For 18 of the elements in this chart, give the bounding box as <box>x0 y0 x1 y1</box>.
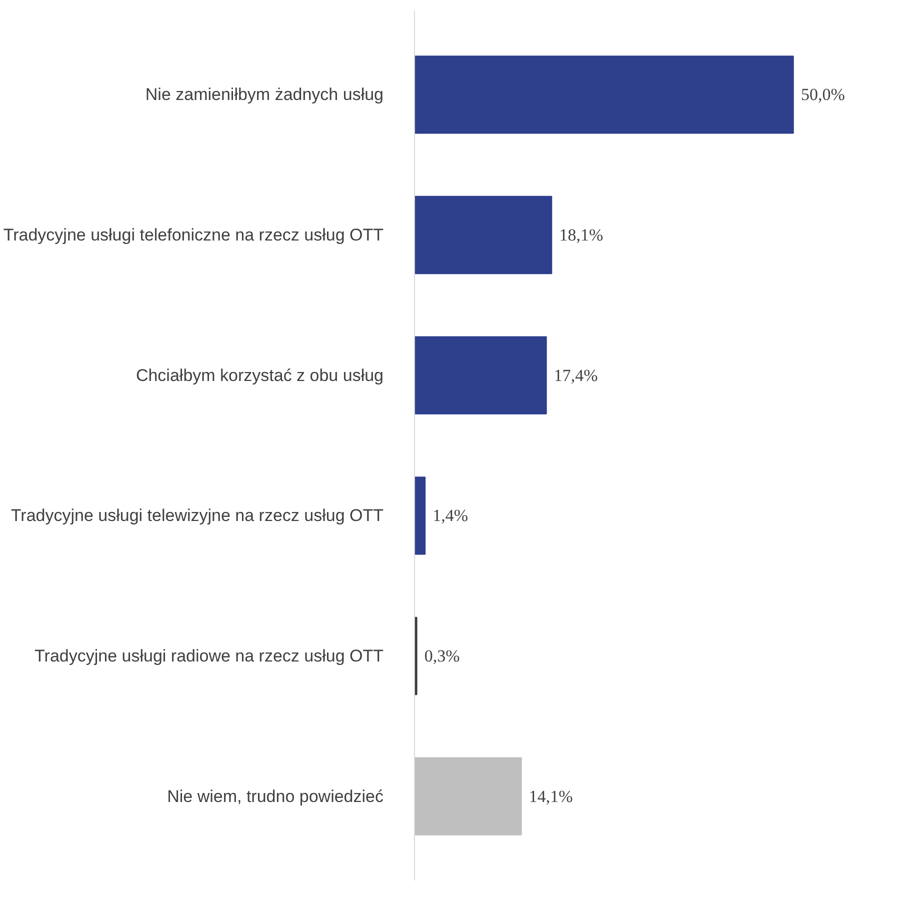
bar <box>414 476 426 555</box>
y-tick-label: Tradycyjne usługi radiowe na rzecz usług OTT <box>34 646 384 666</box>
y-tick-label: Tradycyjne usługi telewizyjne na rzecz usług OTT <box>10 506 384 526</box>
bar <box>414 196 552 274</box>
data-label: 18,1% <box>559 226 604 245</box>
bar <box>414 56 794 134</box>
y-tick-label: Nie wiem, trudno powiedzieć <box>167 786 384 806</box>
data-label: 1,4% <box>432 506 468 526</box>
y-tick-label: Nie zamieniłbym żadnych usług <box>145 85 384 104</box>
bar <box>414 616 418 696</box>
bar <box>414 757 522 836</box>
data-label: 14,1% <box>528 786 573 806</box>
bar <box>414 336 547 414</box>
y-tick-label: Chciałbym korzystać z obu usług <box>136 366 384 385</box>
data-label: 17,4% <box>554 366 598 385</box>
data-label: 50,0% <box>800 85 845 104</box>
y-tick-label: Tradycyjne usługi telefoniczne na rzecz usług OTT <box>3 226 384 245</box>
data-label: 0,3% <box>424 646 460 666</box>
